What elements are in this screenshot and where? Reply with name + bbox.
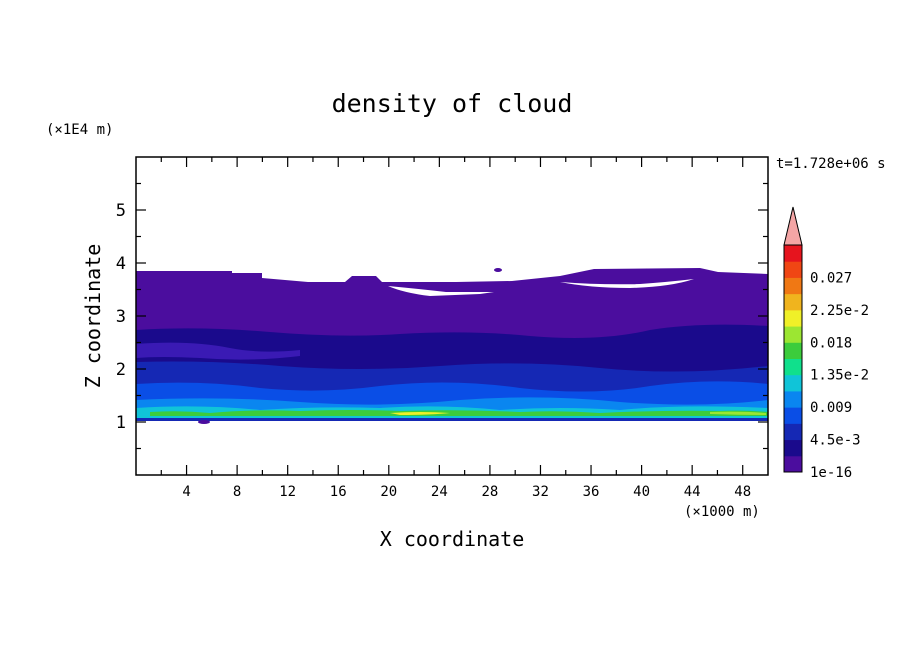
colorbar-label: 1.35e-2 [810, 368, 869, 384]
y-tick-label: 5 [116, 201, 126, 221]
chart-title: density of cloud [332, 89, 573, 118]
x-tick-label: 20 [380, 484, 397, 500]
colorbar-segment [784, 358, 802, 376]
contour-patch [494, 268, 502, 272]
colorbar-segment [784, 439, 802, 457]
y-tick-label: 3 [116, 307, 126, 327]
x-unit-label: (×1000 m) [684, 504, 760, 520]
x-tick-label: 44 [684, 484, 701, 500]
contour-level-8 [390, 412, 450, 415]
colorbar-segment [784, 390, 802, 408]
time-label: t=1.728e+06 s [776, 156, 886, 172]
y-tick-label: 1 [116, 413, 126, 433]
contour-level-2b [136, 342, 300, 360]
colorbar-segment [784, 309, 802, 327]
contour-base [136, 418, 768, 421]
x-tick-label: 8 [233, 484, 241, 500]
colorbar-segment [784, 407, 802, 424]
y-tick-label: 2 [116, 360, 126, 380]
x-tick-label: 40 [633, 484, 650, 500]
colorbar-segment [784, 277, 802, 295]
colorbar-label: 4.5e-3 [810, 433, 861, 449]
contour-hole-2 [560, 279, 694, 288]
x-tick-label: 32 [532, 484, 549, 500]
colorbar-frame [783, 244, 803, 473]
colorbar-segment [784, 455, 802, 473]
colorbar-label: 0.009 [810, 400, 852, 416]
colorbar-label: 0.027 [810, 270, 852, 286]
x-tick-label: 12 [279, 484, 296, 500]
contour-level-7 [150, 410, 768, 416]
y-axis-label: Z coordinate [81, 244, 105, 389]
colorbar-segment [784, 326, 802, 343]
x-tick-label: 36 [583, 484, 600, 500]
colorbar-label: 0.018 [810, 335, 852, 351]
contour-level-8b [710, 411, 766, 415]
x-tick-label: 28 [481, 484, 498, 500]
x-tick-label: 16 [330, 484, 347, 500]
x-tick-label: 48 [734, 484, 751, 500]
colorbar-segment [784, 245, 802, 262]
contour-hole-1 [388, 286, 494, 296]
y-tick-label: 4 [116, 254, 126, 274]
colorbar-segment [784, 423, 802, 441]
x-axis-label: X coordinate [380, 527, 525, 551]
colorbar-segment [784, 342, 802, 359]
colorbar-label: 1e-16 [810, 465, 852, 481]
x-tick-label: 24 [431, 484, 448, 500]
x-tick-label: 4 [182, 484, 190, 500]
colorbar-segment [784, 261, 802, 278]
colorbar: 1e-16 4.5e-3 0.009 1.35e-2 0.018 2.25e-2 0.027 [783, 206, 869, 481]
colorbar-extend-arrow [783, 206, 803, 246]
colorbar-label: 2.25e-2 [810, 303, 869, 319]
y-unit-label: (×1E4 m) [46, 122, 113, 138]
contour-field [136, 268, 768, 424]
contour-patch [198, 420, 210, 424]
colorbar-segment [784, 293, 802, 311]
colorbar-segment [784, 374, 802, 392]
